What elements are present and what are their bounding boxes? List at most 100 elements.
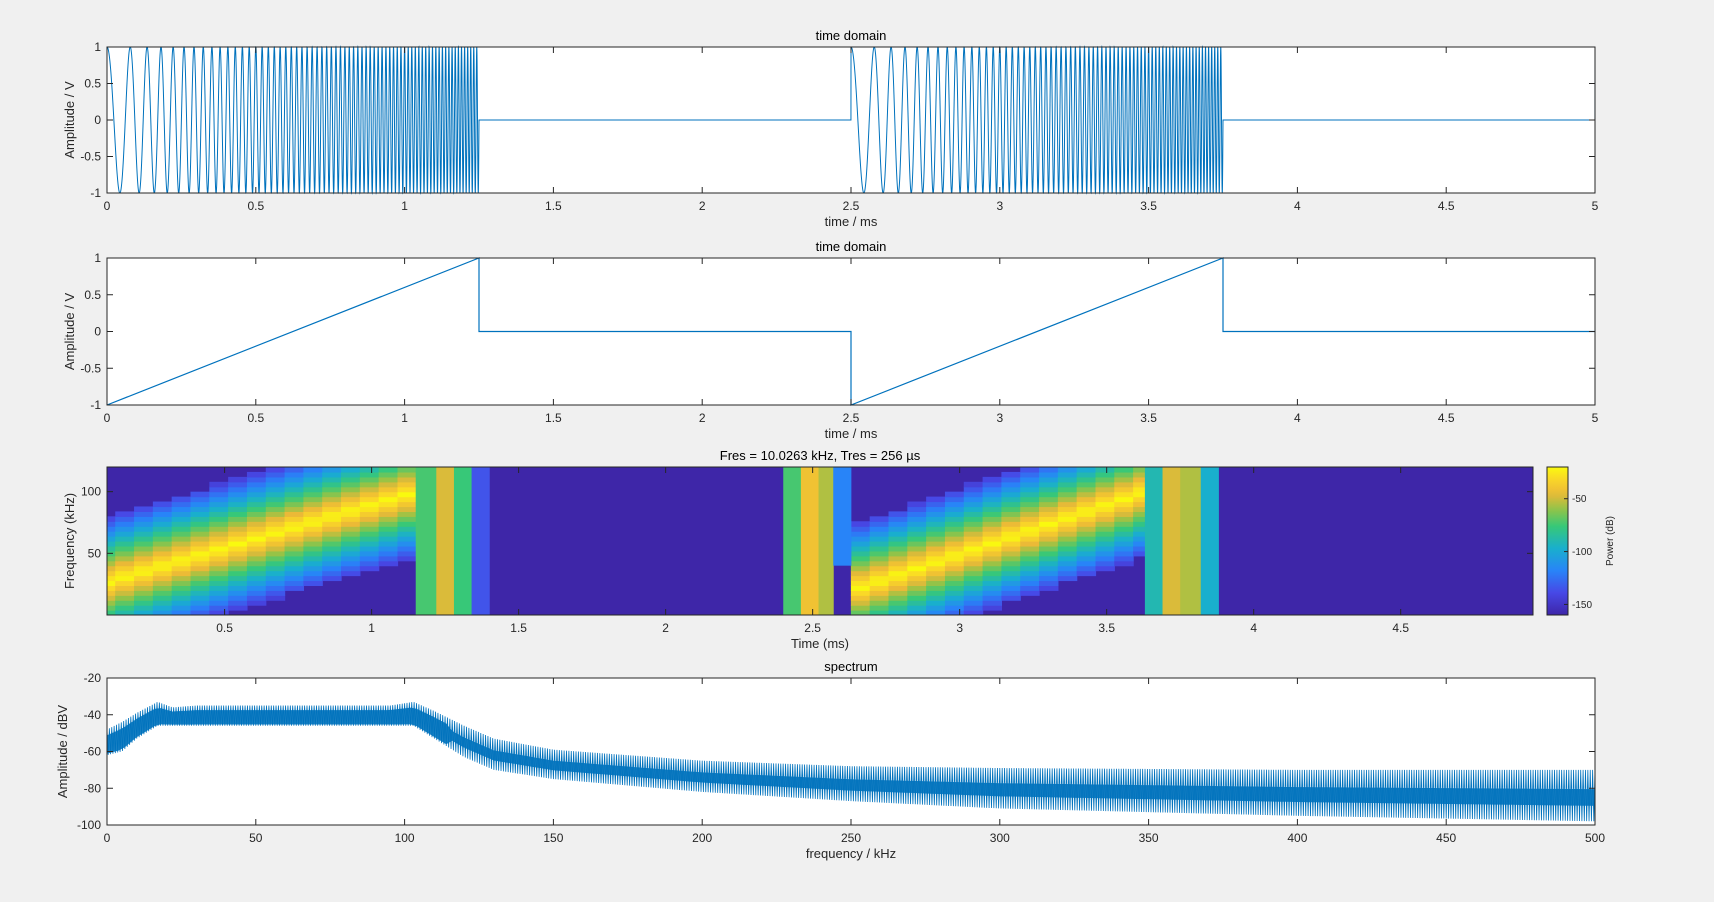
spectrogram-cell — [1001, 560, 1021, 567]
spectrogram-cell — [171, 496, 192, 503]
spectrogram-cell — [322, 496, 342, 503]
spectrogram-cell — [982, 526, 1003, 532]
spectrogram-cell — [134, 541, 154, 547]
spectrogram-cell — [982, 521, 1003, 527]
spectrogram-cell — [1020, 555, 1040, 562]
spectrogram-cell — [246, 511, 267, 517]
spectrogram-cell — [944, 560, 965, 567]
spectrogram-cell — [1039, 501, 1059, 508]
spectrogram-cell — [190, 605, 210, 611]
spectrogram-cell — [1039, 580, 1059, 586]
spectrogram-column — [1162, 467, 1181, 615]
panel-time-domain-ramp: time domain 0 0.5 1 1.5 2 2.5 3 3.5 4 4.5 5-1-0.50… — [62, 239, 1599, 441]
spectrogram-cell — [171, 541, 192, 547]
spectrogram-cell — [171, 610, 192, 615]
spectrogram-cell — [107, 526, 116, 532]
x-tick-label: 150 — [543, 831, 563, 845]
spectrogram-cell — [284, 486, 305, 493]
spectrogram-cell — [926, 536, 946, 542]
spectrogram-cell — [1076, 501, 1097, 508]
spectrogram-cell — [284, 555, 305, 562]
spectrogram-cell — [1057, 496, 1078, 503]
spectrogram-cell — [1114, 476, 1134, 483]
spectrogram-cell — [134, 506, 154, 512]
spectrogram-cell — [246, 526, 267, 532]
spectrogram-cell — [134, 516, 154, 522]
x-tick-label: 4 — [1294, 411, 1301, 425]
spectrogram-cell — [1095, 531, 1115, 537]
spectrogram-cell — [171, 580, 192, 586]
x-tick-label: 3 — [996, 199, 1003, 213]
spectrogram-cell — [982, 496, 1003, 503]
spectrogram-cell — [1039, 521, 1059, 527]
spectrogram-cell — [246, 575, 267, 582]
x-tick-label: 450 — [1436, 831, 1456, 845]
spectrogram-cell — [850, 565, 871, 572]
spectrogram-cell — [303, 486, 323, 493]
spectrogram-cell — [1114, 516, 1134, 522]
spectrogram-cell — [246, 541, 267, 547]
spectrogram-cell — [303, 541, 323, 547]
spectrogram-cell — [152, 555, 173, 562]
spectrogram-cell — [1076, 486, 1097, 493]
spectrogram-cell — [115, 585, 135, 591]
spectrogram-cell — [152, 570, 173, 577]
spectrogram-cell — [209, 511, 229, 517]
spectrogram-cell — [869, 550, 890, 557]
spectrogram-cell — [907, 550, 927, 557]
spectrogram-cell — [107, 585, 116, 591]
spectrogram-cell — [1039, 471, 1059, 478]
spectrogram-cell — [152, 600, 173, 606]
spectrogram-column — [1144, 467, 1164, 615]
spectrogram-cell — [228, 531, 248, 537]
spectrogram-cell — [1001, 585, 1021, 591]
spectrogram-cell — [209, 600, 229, 606]
spectrogram-cell — [944, 531, 965, 537]
spectrogram-cell — [944, 575, 965, 582]
colorbar-tick-label: -150 — [1572, 600, 1592, 611]
spectrogram-cell — [341, 481, 361, 488]
spectrogram-cell — [190, 560, 210, 567]
spectrogram-cell — [359, 521, 380, 527]
spectrogram-cell — [284, 545, 305, 552]
spectrogram-cell — [107, 605, 116, 611]
spectrogram-cell — [926, 565, 946, 572]
x-tick-label: 500 — [1585, 831, 1605, 845]
spectrogram-cell — [926, 531, 946, 537]
spectrogram-cell — [209, 521, 229, 527]
spectrogram-cell — [1039, 511, 1059, 517]
spectrogram-cell — [1114, 471, 1134, 478]
axes: 0 0.5 1 1.5 2 2.5 3 3.5 4 4.5 5 -1 -0.5 0 0.5 1 — [80, 40, 1598, 213]
spectrogram-cell — [850, 600, 871, 606]
spectrogram-cell — [284, 550, 305, 557]
spectrogram-cell — [228, 570, 248, 577]
spectrogram-cell — [134, 580, 154, 586]
spectrogram-cell — [850, 521, 871, 527]
spectrogram-cell — [171, 516, 192, 522]
spectrogram-cell — [1057, 511, 1078, 517]
spectrogram-cell — [341, 555, 361, 562]
spectrogram-cell — [303, 481, 323, 488]
spectrogram-cell — [209, 506, 229, 512]
spectrogram-cell — [982, 516, 1003, 522]
spectrogram-cell — [926, 516, 946, 522]
spectrogram-cell — [1057, 570, 1078, 577]
spectrogram-cell — [152, 521, 173, 527]
spectrogram-cell — [1039, 541, 1059, 547]
spectrogram-cell — [359, 511, 380, 517]
spectrogram-cell — [1076, 506, 1097, 512]
spectrogram-cell — [926, 545, 946, 552]
spectrogram-cell — [1133, 501, 1146, 508]
spectrogram-cell — [1020, 560, 1040, 567]
spectrogram-cell — [107, 560, 116, 567]
spectrogram-cell — [107, 531, 116, 537]
spectrogram-cell — [134, 545, 154, 552]
spectrogram-cell — [982, 511, 1003, 517]
x-tick-label: 3 — [996, 411, 1003, 425]
spectrogram-cell — [850, 545, 871, 552]
spectrogram-cell — [265, 585, 286, 591]
spectrogram-cell — [1020, 506, 1040, 512]
spectrogram-cell — [982, 531, 1003, 537]
spectrogram-cell — [1001, 476, 1021, 483]
spectrogram-cell — [265, 521, 286, 527]
